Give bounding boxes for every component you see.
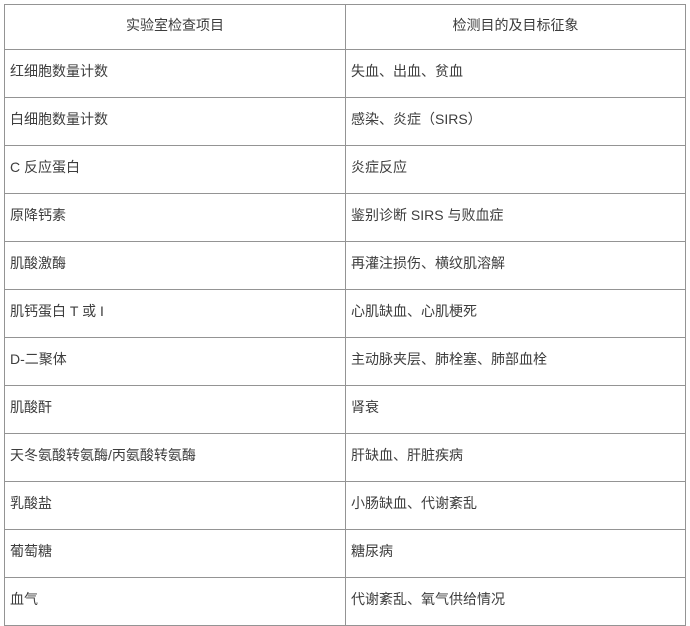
cell-test-name: 葡萄糖 (4, 529, 346, 578)
table-row: C 反应蛋白 炎症反应 (4, 145, 686, 194)
header-cell-lab-item: 实验室检查项目 (4, 4, 346, 50)
cell-test-name: 肌酸激酶 (4, 241, 346, 290)
cell-test-name: 天冬氨酸转氨酶/丙氨酸转氨酶 (4, 433, 346, 482)
cell-test-name: 肌钙蛋白 T 或 I (4, 289, 346, 338)
cell-test-purpose: 鉴别诊断 SIRS 与败血症 (345, 193, 686, 242)
cell-test-name: 原降钙素 (4, 193, 346, 242)
cell-test-purpose: 小肠缺血、代谢紊乱 (345, 481, 686, 530)
cell-test-purpose: 失血、出血、贫血 (345, 49, 686, 98)
cell-test-purpose: 炎症反应 (345, 145, 686, 194)
table-row: 红细胞数量计数 失血、出血、贫血 (4, 49, 686, 98)
cell-test-purpose: 心肌缺血、心肌梗死 (345, 289, 686, 338)
lab-test-table: 实验室检查项目 检测目的及目标征象 红细胞数量计数 失血、出血、贫血 白细胞数量… (4, 4, 686, 626)
cell-test-name: 白细胞数量计数 (4, 97, 346, 146)
cell-test-purpose: 再灌注损伤、横纹肌溶解 (345, 241, 686, 290)
table-row: 肌钙蛋白 T 或 I 心肌缺血、心肌梗死 (4, 289, 686, 338)
cell-test-purpose: 感染、炎症（SIRS） (345, 97, 686, 146)
table-row: D-二聚体 主动脉夹层、肺栓塞、肺部血栓 (4, 337, 686, 386)
table-row: 葡萄糖 糖尿病 (4, 529, 686, 578)
cell-test-name: D-二聚体 (4, 337, 346, 386)
table-row: 肌酸酐 肾衰 (4, 385, 686, 434)
cell-test-purpose: 肾衰 (345, 385, 686, 434)
cell-test-name: 血气 (4, 577, 346, 626)
cell-test-name: C 反应蛋白 (4, 145, 346, 194)
cell-test-name: 红细胞数量计数 (4, 49, 346, 98)
cell-test-name: 乳酸盐 (4, 481, 346, 530)
table-row: 天冬氨酸转氨酶/丙氨酸转氨酶 肝缺血、肝脏疾病 (4, 433, 686, 482)
lab-test-table-container: 实验室检查项目 检测目的及目标征象 红细胞数量计数 失血、出血、贫血 白细胞数量… (4, 4, 686, 626)
cell-test-purpose: 肝缺血、肝脏疾病 (345, 433, 686, 482)
table-row: 白细胞数量计数 感染、炎症（SIRS） (4, 97, 686, 146)
table-row: 原降钙素 鉴别诊断 SIRS 与败血症 (4, 193, 686, 242)
table-row: 血气 代谢紊乱、氧气供给情况 (4, 577, 686, 626)
cell-test-name: 肌酸酐 (4, 385, 346, 434)
cell-test-purpose: 主动脉夹层、肺栓塞、肺部血栓 (345, 337, 686, 386)
header-cell-detection-target: 检测目的及目标征象 (345, 4, 686, 50)
table-header-row: 实验室检查项目 检测目的及目标征象 (4, 4, 686, 50)
table-row: 乳酸盐 小肠缺血、代谢紊乱 (4, 481, 686, 530)
cell-test-purpose: 代谢紊乱、氧气供给情况 (345, 577, 686, 626)
table-row: 肌酸激酶 再灌注损伤、横纹肌溶解 (4, 241, 686, 290)
cell-test-purpose: 糖尿病 (345, 529, 686, 578)
